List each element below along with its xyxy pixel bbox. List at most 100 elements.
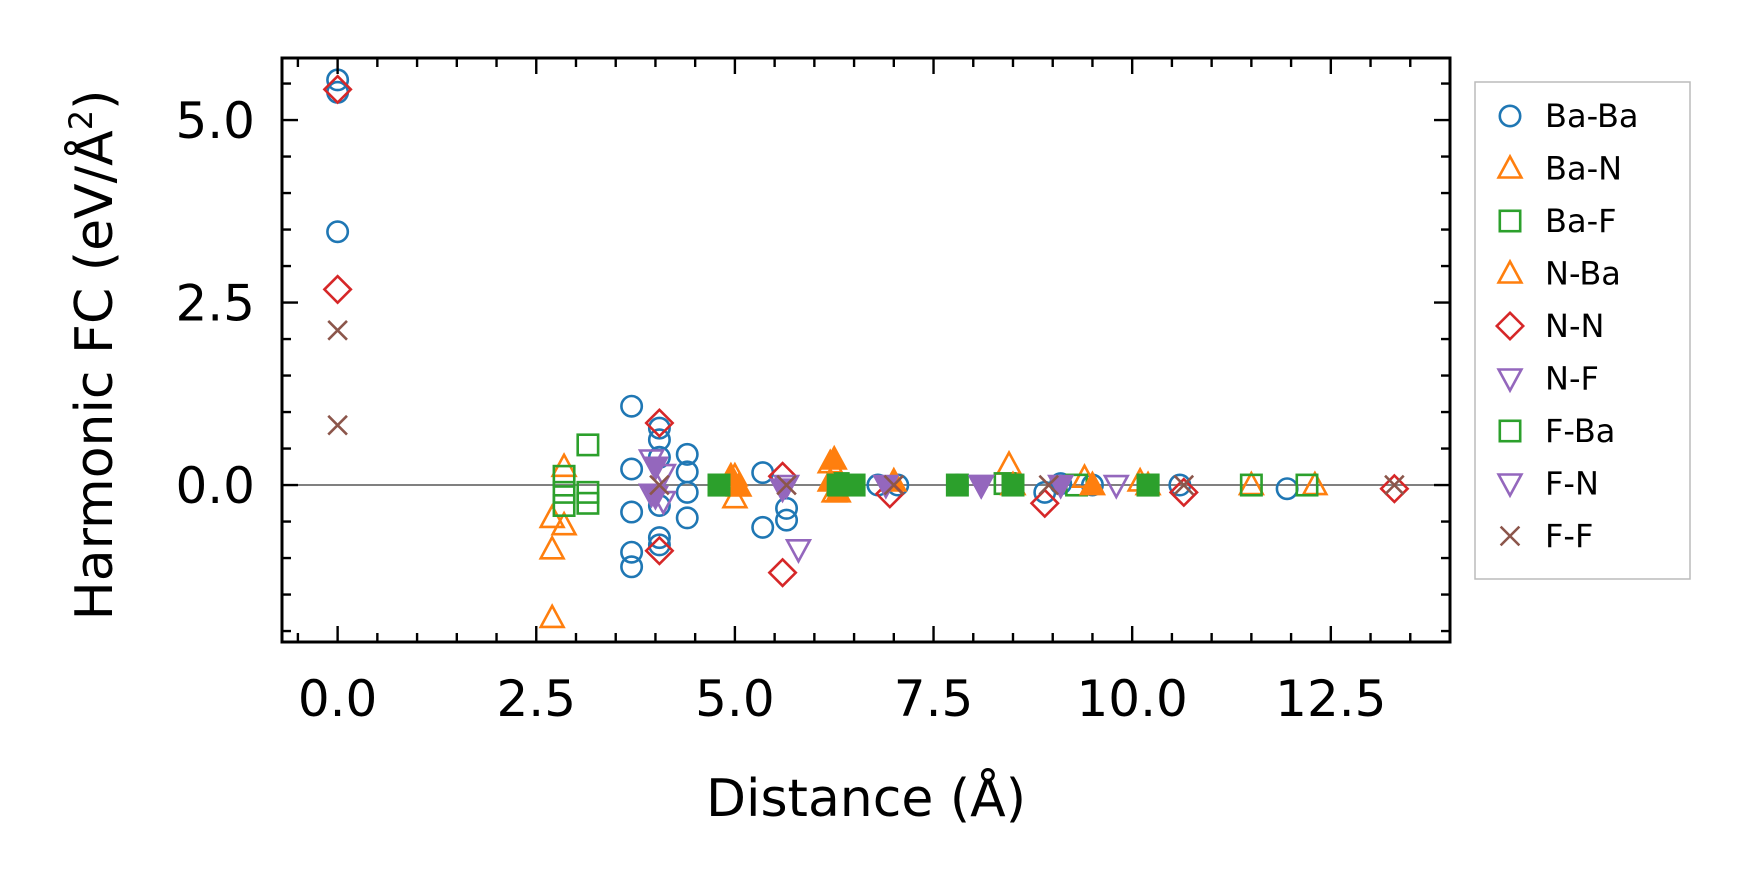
- data-point: [620, 555, 644, 579]
- series-f-f: [327, 320, 1405, 496]
- legend-marker: [1496, 473, 1524, 499]
- x-axis-title: Distance (Å): [706, 767, 1026, 829]
- y-axis-title: Harmonic FC (eV/Å2): [62, 90, 125, 621]
- data-point: [1295, 473, 1319, 497]
- legend-marker: [1498, 104, 1522, 128]
- data-point: [1168, 477, 1199, 508]
- data-point: [945, 473, 969, 497]
- legend-item-ba-ba: Ba-Ba: [1498, 97, 1639, 135]
- y-tick-label: 2.5: [175, 275, 255, 333]
- data-point: [322, 74, 353, 105]
- legend-marker: [1494, 310, 1526, 342]
- data-point: [675, 506, 699, 530]
- series-f-ba: [707, 473, 1160, 497]
- data-point: [1001, 473, 1025, 497]
- data-point: [576, 491, 600, 515]
- x-tick-label: 12.5: [1275, 670, 1386, 728]
- data-point: [842, 473, 866, 497]
- legend-marker: [1496, 258, 1524, 284]
- y-tick-label: 0.0: [175, 457, 255, 515]
- data-point: [776, 474, 797, 496]
- data-point: [1379, 473, 1410, 504]
- data-point: [1102, 474, 1130, 500]
- data-point: [784, 538, 813, 565]
- x-tick-label: 2.5: [496, 670, 576, 728]
- data-point: [967, 474, 995, 500]
- data-point: [641, 456, 670, 482]
- legend-label: N-N: [1545, 307, 1604, 345]
- data-point: [576, 433, 600, 457]
- y-tick-label: 5.0: [175, 92, 255, 150]
- series-f-n: [641, 456, 1075, 511]
- legend-item-f-f: F-F: [1499, 517, 1593, 555]
- legend-item-f-ba: F-Ba: [1498, 412, 1615, 450]
- data-point: [1078, 470, 1107, 496]
- data-point: [649, 474, 670, 496]
- legend-label: F-F: [1545, 517, 1593, 555]
- data-point: [644, 535, 675, 566]
- legend-item-n-n: N-N: [1494, 307, 1604, 345]
- legend-label: Ba-N: [1545, 150, 1622, 188]
- data-point: [820, 444, 848, 470]
- data-point: [322, 274, 353, 305]
- data-point: [883, 474, 905, 496]
- data-point: [725, 471, 753, 497]
- legend-marker: [1496, 153, 1524, 179]
- data-point: [1038, 474, 1060, 496]
- legend-label: F-N: [1545, 465, 1599, 503]
- legend: Ba-Ba Ba-N Ba-F N-Ba N-N N-F F-Ba F-N F-F: [1474, 81, 1691, 580]
- data-point: [1173, 474, 1195, 496]
- data-point: [775, 508, 799, 532]
- data-point: [327, 414, 348, 436]
- data-point: [1029, 488, 1060, 519]
- legend-item-f-n: F-N: [1496, 465, 1599, 503]
- y-axis-title-close: ): [65, 90, 125, 110]
- data-point: [620, 540, 644, 564]
- data-point: [620, 394, 644, 418]
- x-tick-label: 0.0: [298, 670, 378, 728]
- legend-label: N-Ba: [1545, 255, 1621, 293]
- legend-item-n-ba: N-Ba: [1496, 255, 1621, 293]
- x-tick-label: 7.5: [894, 670, 974, 728]
- data-point: [620, 457, 644, 481]
- data-point: [552, 480, 576, 504]
- legend-label: F-Ba: [1545, 412, 1615, 450]
- data-point: [326, 220, 350, 244]
- data-point: [641, 485, 670, 511]
- data-point: [538, 534, 566, 560]
- data-point: [620, 500, 644, 524]
- legend-label: N-F: [1545, 360, 1599, 398]
- data-point: [538, 603, 566, 629]
- y-axis-title-superscript: 2: [62, 110, 100, 130]
- x-tick-label: 10.0: [1077, 670, 1188, 728]
- data-point: [1239, 473, 1263, 497]
- legend-item-n-f: N-F: [1496, 360, 1599, 398]
- data-point: [751, 515, 775, 539]
- data-point: [1384, 474, 1405, 496]
- legend-label: Ba-F: [1545, 202, 1617, 240]
- data-marks: [322, 68, 1410, 629]
- data-point: [647, 416, 671, 440]
- data-point: [1136, 473, 1160, 497]
- plot-frame: [280, 56, 1452, 644]
- data-point: [327, 320, 348, 341]
- legend-marker: [1498, 209, 1522, 233]
- data-point: [644, 407, 675, 439]
- data-point: [647, 533, 671, 557]
- data-point: [647, 526, 671, 550]
- legend-item-ba-n: Ba-N: [1496, 150, 1622, 188]
- data-point: [767, 557, 798, 588]
- legend-marker: [1498, 419, 1522, 443]
- y-axis-title-main: Harmonic FC (eV/Å: [63, 130, 125, 621]
- legend-item-ba-f: Ba-F: [1498, 202, 1617, 240]
- data-point: [675, 442, 699, 466]
- data-point: [550, 510, 578, 536]
- legend-marker: [1496, 368, 1524, 394]
- legend-label: Ba-Ba: [1545, 97, 1639, 135]
- legend-marker: [1499, 525, 1521, 547]
- data-point: [675, 480, 699, 504]
- data-point: [707, 473, 731, 497]
- x-tick-label: 5.0: [695, 670, 775, 728]
